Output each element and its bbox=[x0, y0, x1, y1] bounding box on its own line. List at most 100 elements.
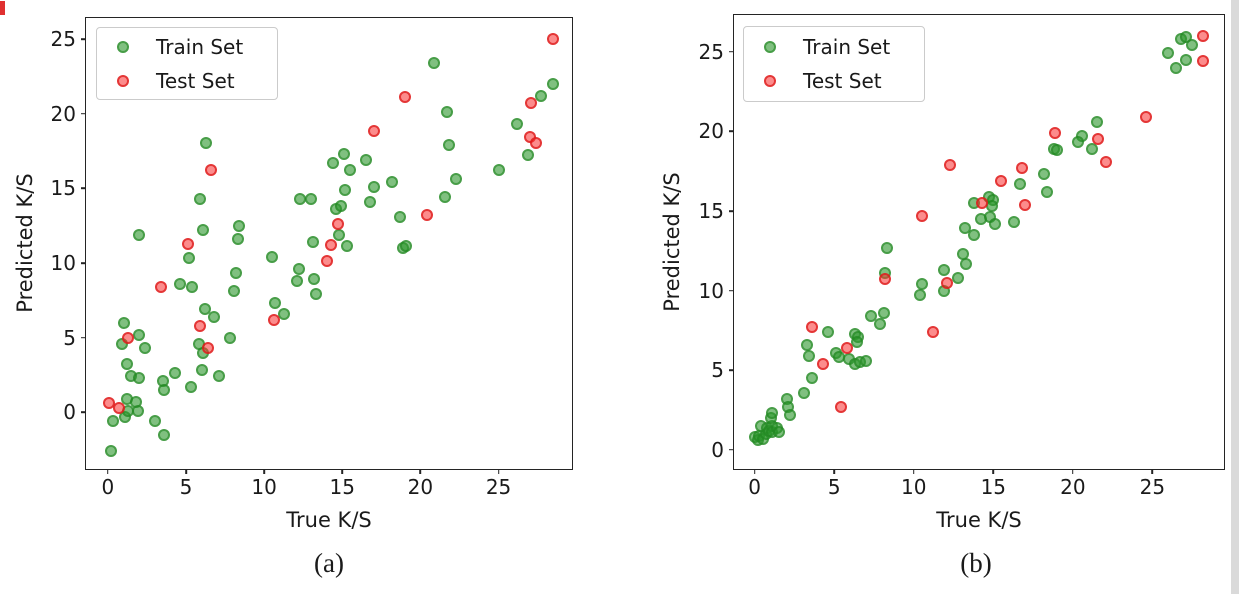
plot-a-point-train bbox=[212, 370, 225, 383]
plot-a-point-train bbox=[367, 180, 380, 193]
plot-b-x-tick bbox=[1151, 469, 1154, 474]
plot-a-point-train bbox=[394, 210, 407, 223]
plot-a-x-tick-label: 15 bbox=[329, 475, 356, 499]
plot-a-point-train bbox=[198, 303, 211, 316]
plot-b-point-train bbox=[958, 222, 971, 235]
legend-item-test: Test Set bbox=[744, 68, 924, 94]
plot-a-point-train bbox=[233, 219, 246, 232]
plot-b-y-tick bbox=[729, 50, 734, 53]
plot-b-y-tick bbox=[729, 289, 734, 292]
plot-b-point-train bbox=[1170, 61, 1183, 74]
plot-a-point-train bbox=[547, 77, 560, 90]
plot-a-point-train bbox=[308, 273, 321, 286]
plot-a-point-train bbox=[183, 252, 196, 265]
plot-b-point-train bbox=[1050, 144, 1063, 157]
plot-b-point-test bbox=[1015, 161, 1028, 174]
plot-b-point-train bbox=[864, 310, 877, 323]
plot-a-point-train bbox=[334, 200, 347, 213]
legend-label-train: Train Set bbox=[156, 34, 244, 59]
plot-a-point-train bbox=[117, 316, 130, 329]
plot-a-y-tick bbox=[81, 112, 86, 115]
plot-a-point-train bbox=[133, 328, 146, 341]
plot-a-point-train bbox=[158, 428, 171, 441]
plot-b-point-train bbox=[802, 349, 815, 362]
plot-a-point-train bbox=[290, 274, 303, 287]
plot-a-point-train bbox=[292, 262, 305, 275]
plot-a-x-tick-label: 25 bbox=[485, 475, 512, 499]
legend-label-test: Test Set bbox=[156, 68, 235, 93]
plot-a-point-train bbox=[197, 224, 210, 237]
plot-a-x-tick bbox=[341, 469, 344, 474]
plot-a-point-test bbox=[331, 218, 344, 231]
plot-b-point-train bbox=[915, 278, 928, 291]
plot-b-point-train bbox=[938, 263, 950, 276]
plot-a-x-tick-label: 0 bbox=[101, 475, 115, 499]
plot-b-point-test bbox=[840, 341, 853, 354]
plot-a-point-train bbox=[309, 288, 322, 301]
plot-a-point-train bbox=[184, 380, 197, 393]
plot-a-point-train bbox=[269, 297, 282, 310]
plot-a-point-train bbox=[305, 192, 318, 205]
plot-a-point-train bbox=[359, 153, 372, 166]
plot-b-point-train bbox=[914, 289, 927, 302]
plot-b-point-train bbox=[1008, 216, 1020, 229]
plot-a-x-tick-label: 10 bbox=[251, 475, 277, 499]
plot-a-point-train bbox=[173, 277, 186, 290]
plot-b-point-train bbox=[952, 271, 965, 284]
plot-b-point-test bbox=[879, 273, 892, 286]
plot-a-y-tick bbox=[81, 38, 86, 40]
plot-a-y-tick-label: 10 bbox=[50, 250, 76, 275]
plot-b-point-train bbox=[772, 426, 785, 439]
plot-b-point-train bbox=[850, 335, 863, 348]
plot-b-point-train bbox=[1179, 53, 1192, 66]
plot-b-point-test bbox=[944, 158, 957, 171]
plot-a-point-train bbox=[344, 164, 357, 177]
plot-b-point-train bbox=[968, 228, 981, 241]
legend-label-train: Train Set bbox=[803, 35, 891, 59]
plot-a-point-train bbox=[228, 285, 241, 298]
plot-a-legend: Train Set Test Set bbox=[96, 27, 278, 100]
plot-a-x-tick bbox=[497, 469, 500, 474]
plot-a-point-test bbox=[547, 32, 560, 45]
plot-b-x-tick bbox=[833, 469, 836, 474]
plot-b-y-tick-label: 10 bbox=[698, 278, 724, 303]
plot-b-y-tick-label: 5 bbox=[711, 358, 724, 383]
plot-b-point-test bbox=[1100, 155, 1113, 168]
plot-a-point-test bbox=[325, 238, 338, 251]
plot-b-point-train bbox=[874, 318, 887, 331]
plot-a-point-train bbox=[364, 195, 377, 208]
plot-a-point-train bbox=[230, 267, 243, 280]
plot-b-x-tick bbox=[912, 469, 915, 474]
train-marker-icon bbox=[764, 41, 776, 53]
plot-b-point-train bbox=[798, 386, 810, 399]
plot-a-point-train bbox=[439, 191, 452, 204]
plot-b-x-tick bbox=[992, 469, 995, 474]
plot-b-point-train bbox=[1038, 168, 1051, 181]
legend-item-test: Test Set bbox=[97, 68, 277, 94]
plot-b-y-tick-label: 20 bbox=[698, 119, 724, 144]
plot-a-point-train bbox=[442, 138, 455, 151]
plot-b-point-test bbox=[1197, 55, 1210, 68]
plot-a-y-tick bbox=[81, 336, 86, 339]
plot-b-x-tick-label: 15 bbox=[980, 475, 1007, 499]
plot-a-point-train bbox=[278, 307, 291, 320]
plot-b-point-train bbox=[960, 257, 973, 270]
plot-b-y-tick-label: 15 bbox=[698, 198, 724, 223]
plot-a-point-train bbox=[450, 173, 463, 186]
plot-a-point-train bbox=[386, 176, 399, 189]
plot-a-point-train bbox=[133, 228, 146, 241]
plot-a-point-train bbox=[400, 240, 413, 253]
plot-a-x-tick bbox=[185, 469, 187, 474]
plot-a-point-train bbox=[492, 164, 505, 177]
plot-b-point-test bbox=[1197, 29, 1210, 42]
legend-item-train: Train Set bbox=[744, 34, 924, 60]
plot-a-point-test bbox=[525, 97, 538, 110]
legend-item-train: Train Set bbox=[97, 34, 277, 60]
plot-a-point-test bbox=[367, 125, 380, 138]
plot-b-point-test bbox=[941, 276, 954, 289]
plot-a-ylabel: Predicted K/S bbox=[13, 173, 37, 313]
plot-a-point-train bbox=[231, 233, 244, 246]
plot-a-point-train bbox=[208, 310, 221, 323]
plot-a-xlabel: True K/S bbox=[286, 508, 372, 532]
